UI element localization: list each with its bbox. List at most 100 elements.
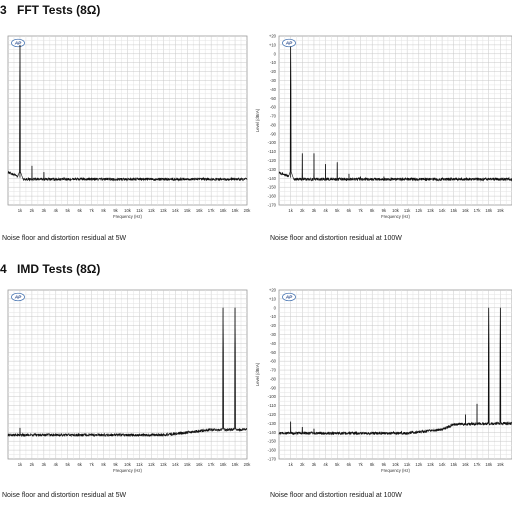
x-tick-label: 10k [124,208,132,213]
y-tick-label: -100 [268,140,277,145]
x-tick-label: 13k [160,208,168,213]
x-tick-label: 1k [18,208,23,213]
y-tick-label: -100 [268,394,277,399]
x-tick-label: 17k [474,462,482,467]
y-tick-label: -110 [268,149,277,154]
x-tick-label: 7k [89,208,94,213]
y-tick-label: -40 [270,87,277,92]
y-tick-label: -60 [270,359,277,364]
y-tick-label: -60 [270,105,277,110]
y-tick-label: -160 [268,448,277,453]
spectrum-trace [278,307,512,436]
y-tick-label: -130 [268,167,277,172]
imd-chart-100w: 1k 2k 3k 4k 5k 6k 7k 8k 9k 10k 11k 12k 13k 14k 15k 16k 1… [255,288,512,473]
x-tick-label: 5k [335,208,340,213]
x-axis-title: Frequency (Hz) [381,468,410,473]
x-tick-label: 12k [415,462,423,467]
y-tick-label: -90 [270,385,277,390]
x-tick-label: 6k [347,462,352,467]
imd-chart-5w: 1k 2k 3k 4k 5k 6k 7k 8k 9k 10k 11k 12k 13k 14k 15k 16k 1… [7,289,252,473]
x-tick-label: 17k [208,208,216,213]
ap-logo-icon [282,292,296,302]
fft-chart-100w: 1k 2k 3k 4k 5k 6k 7k 8k 9k 10k 11k 12k 13k 14k 15k 16k 1… [255,34,512,219]
ap-logo-text: AP [285,41,293,46]
x-tick-label: 16k [196,208,204,213]
caption-fft-5w: Noise floor and distortion residual at 5… [2,235,127,242]
x-tick-label: 3k [312,208,317,213]
x-tick-label: 15k [450,208,458,213]
ap-logo-icon [11,292,25,302]
y-tick-label: 0 [274,51,277,56]
x-tick-label: 1k [288,462,293,467]
x-tick-label: 6k [347,208,352,213]
x-tick-label: 10k [124,462,132,467]
x-tick-label: 15k [450,462,458,467]
x-tick-label: 10k [392,208,400,213]
y-tick-label: -130 [268,421,277,426]
y-tick-label: -50 [270,350,277,355]
x-tick-label: 11k [404,208,411,213]
caption-imd-100w: Noise floor and distortion residual at 1… [270,492,402,499]
x-tick-label: 7k [358,208,363,213]
x-tick-label: 18k [485,462,493,467]
caption-fft-100w: Noise floor and distortion residual at 1… [270,235,402,242]
fft-chart-5w: 1k 2k 3k 4k 5k 6k 7k 8k 9k 10k 11k 12k 13k 14k 15k 16k 1… [7,35,252,219]
y-tick-label: -140 [268,176,277,181]
y-tick-label: +20 [269,288,277,293]
y-tick-label: -120 [268,158,277,163]
x-tick-label: 4k [54,462,59,467]
section-number: 3 [0,3,7,17]
y-tick-label: +20 [269,34,277,39]
x-tick-label: 8k [101,462,106,467]
ap-logo-text: AP [285,295,293,300]
x-tick-label: 9k [113,208,118,213]
y-tick-label: -120 [268,412,277,417]
x-tick-label: 6k [77,208,82,213]
y-tick-label: -40 [270,341,277,346]
x-tick-label: 14k [172,208,180,213]
x-tick-label: 12k [415,208,423,213]
x-tick-label: 11k [136,462,143,467]
x-tick-label: 2k [300,208,305,213]
y-tick-label: -80 [270,122,277,127]
y-tick-label: -10 [270,60,277,65]
y-tick-label: -30 [270,332,277,337]
y-tick-label: -160 [268,194,277,199]
x-tick-label: 13k [160,462,168,467]
x-axis-title: Frequency (Hz) [381,214,410,219]
x-tick-label: 8k [101,208,106,213]
x-tick-label: 4k [323,462,328,467]
ap-logo-text: AP [14,41,22,46]
y-tick-label: -10 [270,314,277,319]
x-tick-label: 17k [474,208,482,213]
y-tick-label: -140 [268,430,277,435]
x-tick-label: 15k [184,208,192,213]
x-tick-label: 20k [244,462,252,467]
x-axis-title: Frequency (Hz) [113,468,142,473]
x-tick-label: 3k [42,462,47,467]
section-heading: IMD Tests (8Ω) [17,262,101,276]
y-tick-label: -170 [268,203,277,208]
x-tick-label: 3k [312,462,317,467]
x-tick-label: 16k [462,208,470,213]
x-tick-label: 2k [30,208,35,213]
x-tick-label: 10k [392,462,400,467]
spectrum-trace [278,46,512,182]
x-tick-label: 19k [232,208,240,213]
y-tick-label: 0 [274,305,277,310]
x-tick-label: 20k [244,208,252,213]
y-tick-label: -150 [268,439,277,444]
ap-logo-icon [11,38,25,48]
x-tick-label: 18k [485,208,493,213]
x-tick-label: 6k [77,462,82,467]
x-tick-label: 5k [66,208,71,213]
y-tick-label: -70 [270,368,277,373]
x-tick-label: 2k [30,462,35,467]
x-tick-label: 13k [427,208,435,213]
y-tick-label: -80 [270,376,277,381]
x-tick-label: 9k [382,462,387,467]
x-tick-label: 12k [148,208,156,213]
y-tick-label: -50 [270,96,277,101]
y-axis-title: Level (dBrA) [255,108,260,132]
x-tick-label: 2k [300,462,305,467]
